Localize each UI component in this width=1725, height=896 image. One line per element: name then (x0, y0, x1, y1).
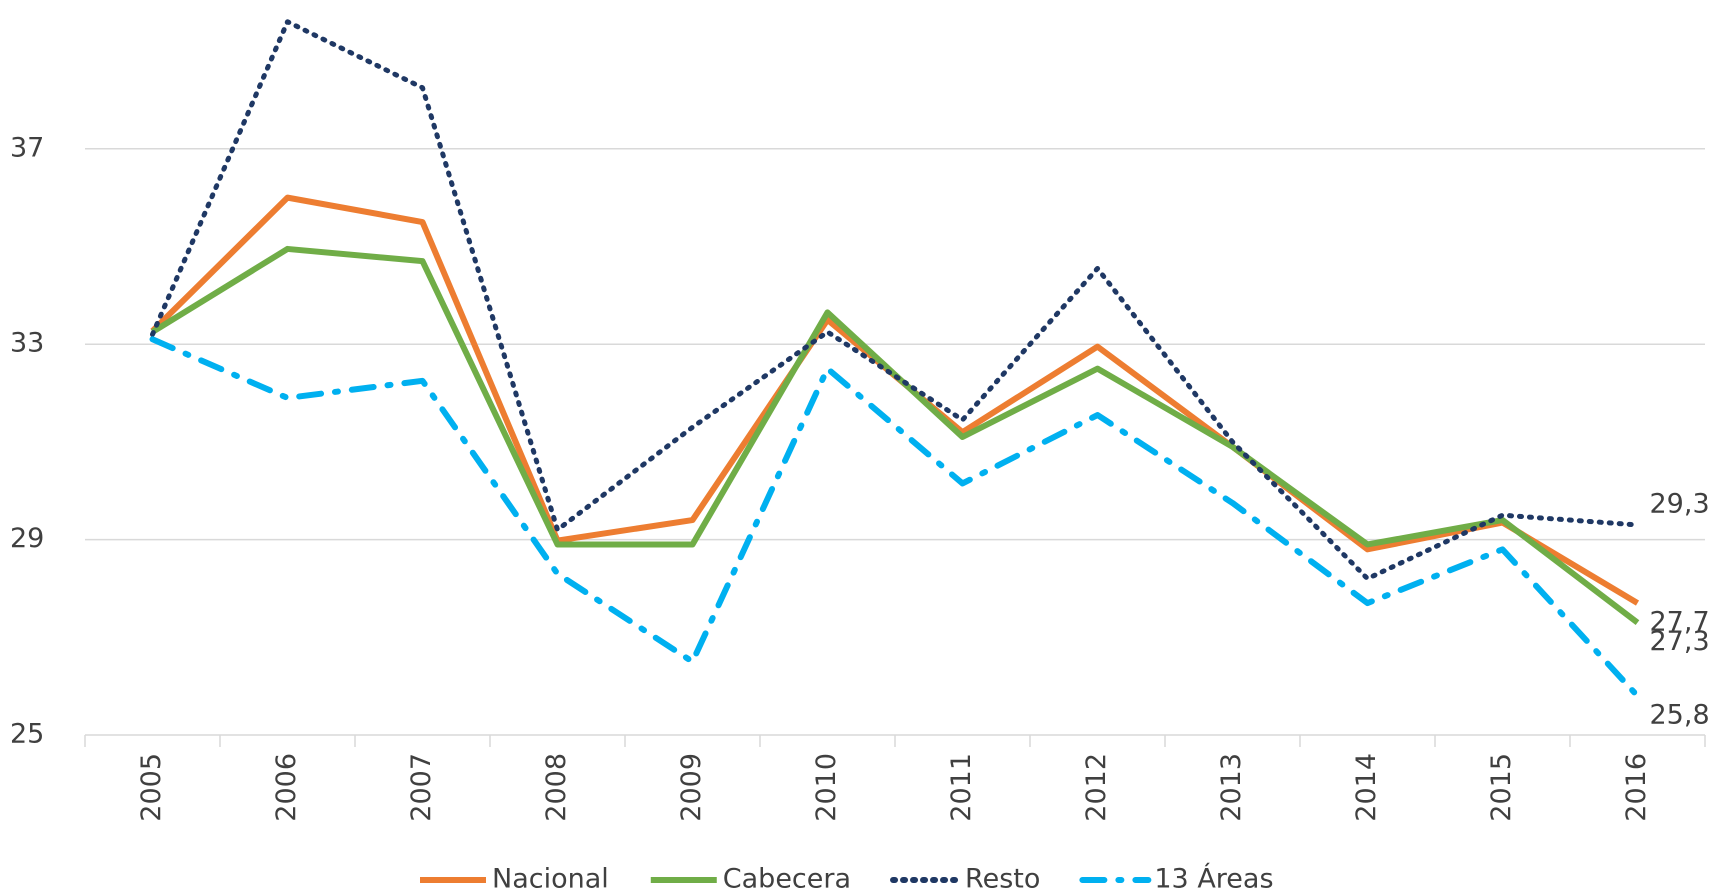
legend-label: 13 Áreas (1154, 863, 1273, 895)
x-tick-label: 2014 (1351, 753, 1382, 822)
series-line (150, 245, 1640, 626)
data-label: 27,3 (1650, 626, 1710, 657)
legend-label: Resto (965, 864, 1040, 895)
data-label: 25,8 (1650, 699, 1710, 730)
series-line (150, 19, 1640, 582)
x-tick-label: 2012 (1081, 753, 1112, 822)
y-tick-label: 29 (10, 523, 44, 554)
data-label: 27,7 (1650, 607, 1710, 638)
y-tick-label: 33 (10, 328, 44, 359)
x-tick-label: 2005 (136, 753, 167, 822)
x-tick-label: 2008 (541, 753, 572, 822)
x-tick-label: 2013 (1216, 753, 1247, 822)
legend-label: Nacional (492, 864, 609, 895)
legend-label: Cabecera (723, 864, 851, 895)
y-tick-label: 37 (10, 132, 44, 163)
y-tick-label: 25 (10, 719, 44, 750)
data-label: 29,3 (1650, 488, 1710, 519)
x-tick-label: 2006 (271, 753, 302, 822)
x-tick-label: 2011 (946, 753, 977, 822)
series-line (149, 336, 1641, 699)
x-tick-label: 2016 (1621, 753, 1652, 822)
x-tick-label: 2010 (811, 753, 842, 822)
x-tick-label: 2007 (406, 753, 437, 822)
x-tick-label: 2009 (676, 753, 707, 822)
x-tick-label: 2015 (1486, 753, 1517, 822)
